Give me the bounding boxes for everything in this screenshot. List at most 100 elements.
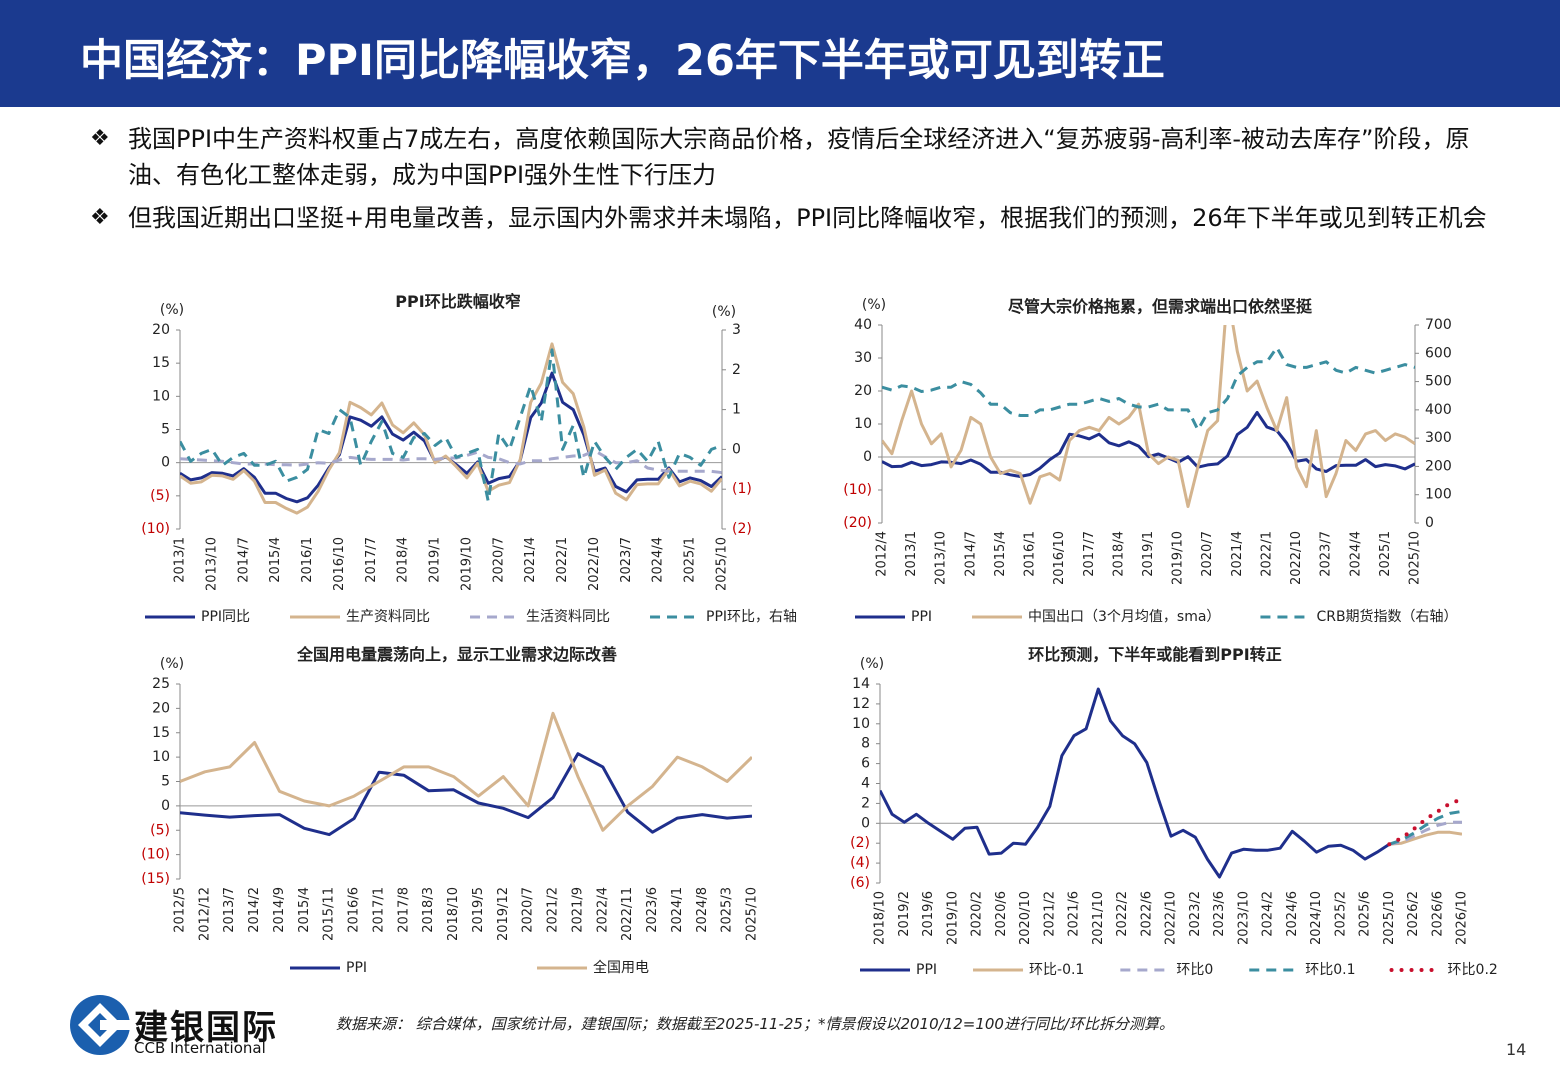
legend-label: 环比0 <box>1176 962 1213 978</box>
x-tick-label: 2017/8 <box>396 887 411 933</box>
legend-label: CRB期货指数（右轴） <box>1316 608 1457 625</box>
x-tick-label: 2015/4 <box>268 537 283 583</box>
legend-label: PPI环比，右轴 <box>706 609 797 625</box>
x-tick-label: 2019/2 <box>897 891 912 937</box>
legend-label: 生产资料同比 <box>346 609 430 625</box>
x-tick-label: 2014/7 <box>963 531 978 577</box>
x-tick-label: 2016/1 <box>300 537 315 583</box>
y-axis-label: (%) <box>160 302 184 318</box>
y-tick-label: 0 <box>863 449 872 465</box>
x-tick-label: 2025/10 <box>745 887 760 941</box>
y-tick-label: 15 <box>152 725 170 741</box>
y-tick-label: 8 <box>861 736 870 752</box>
series-line <box>180 348 722 503</box>
y-tick-label: 25 <box>152 676 170 692</box>
y2-tick-label: 700 <box>1425 317 1452 333</box>
legend-label: PPI同比 <box>201 609 250 625</box>
x-tick-label: 2020/7 <box>491 537 506 583</box>
x-tick-label: 2020/6 <box>994 891 1009 937</box>
y-tick-label: 10 <box>152 749 170 765</box>
x-tick-label: 2025/10 <box>715 537 730 591</box>
legend-label: 环比0.2 <box>1448 962 1498 978</box>
y-tick-label: (4) <box>850 855 870 871</box>
y-tick-label: 2 <box>861 795 870 811</box>
y-tick-label: (5) <box>150 822 170 838</box>
series-line <box>882 410 1415 478</box>
x-tick-label: 2014/2 <box>247 887 262 933</box>
x-tick-label: 2024/6 <box>1285 891 1300 937</box>
x-tick-label: 2024/1 <box>670 887 685 933</box>
x-tick-label: 2021/9 <box>570 887 585 933</box>
legend-label: 环比-0.1 <box>1029 962 1084 978</box>
slide-title: 中国经济：PPI同比降幅收窄，26年下半年或可见到转正 <box>80 36 1165 86</box>
chart: 尽管大宗价格拖累，但需求端出口依然坚挺(20)(10)0102030400100… <box>843 297 1457 625</box>
logo-mark <box>70 995 132 1055</box>
x-tick-label: 2015/4 <box>297 887 312 933</box>
legend-label: 中国出口（3个月均值，sma） <box>1028 609 1220 625</box>
y2-tick-label: 0 <box>1425 515 1434 531</box>
x-tick-label: 2025/3 <box>720 887 735 933</box>
series-line <box>1388 809 1462 846</box>
y-tick-label: (10) <box>141 521 170 537</box>
x-tick-label: 2025/6 <box>1358 891 1373 937</box>
y-tick-label: 40 <box>854 317 872 333</box>
legend-label: PPI <box>911 609 932 625</box>
chart-title: 环比预测，下半年或能看到PPI转正 <box>1028 645 1281 664</box>
chart: 全国用电量震荡向上，显示工业需求边际改善(15)(10)(5)051015202… <box>141 645 759 976</box>
x-tick-label: 2019/12 <box>496 887 511 941</box>
chart: 环比预测，下半年或能看到PPI转正 (6) (4) (2) 0 2 4 6 8 10 12 14 (%)… <box>850 645 1498 978</box>
y-tick-label: 15 <box>152 355 170 371</box>
x-tick-label: 2021/2 <box>546 887 561 933</box>
y-tick-label: 6 <box>861 756 870 772</box>
x-tick-label: 2013/7 <box>222 887 237 933</box>
y2-tick-label: 1 <box>732 402 741 418</box>
y-tick-label: (2) <box>850 835 870 851</box>
x-tick-label: 2018/10 <box>873 891 888 945</box>
series-line <box>180 371 722 504</box>
x-tick-label: 2022/10 <box>1164 891 1179 945</box>
x-tick-label: 2020/2 <box>970 891 985 937</box>
x-tick-label: 2022/6 <box>1139 891 1154 937</box>
y2-tick-label: 200 <box>1425 458 1452 474</box>
x-tick-label: 2022/1 <box>1259 531 1274 577</box>
x-tick-label: 2025/10 <box>1408 531 1423 585</box>
x-tick-label: 2021/2 <box>1042 891 1057 937</box>
x-tick-label: 2019/6 <box>921 891 936 937</box>
x-tick-label: 2020/7 <box>521 887 536 933</box>
x-tick-label: 2019/1 <box>1141 531 1156 577</box>
x-tick-label: 2012/4 <box>875 531 890 577</box>
x-tick-label: 2015/11 <box>322 887 337 941</box>
series-line <box>180 752 752 837</box>
bullet-mark: ❖ <box>90 126 110 151</box>
bullet: ❖ 但我国近期出口坚挺+用电量改善，显示国内外需求并未塌陷，PPI同比降幅收窄，根… <box>90 200 1510 236</box>
y2-tick-label: (1) <box>732 481 752 497</box>
x-tick-label: 2022/1 <box>555 537 570 583</box>
y-tick-label: (10) <box>141 847 170 863</box>
bullet: ❖ 我国PPI中生产资料权重占7成左右，高度依赖国际大宗商品价格，疫情后全球经济进… <box>90 121 1510 193</box>
bullet-mark: ❖ <box>90 205 110 230</box>
legend-label: 生活资料同比 <box>526 609 610 625</box>
x-tick-label: 2026/10 <box>1455 891 1470 945</box>
x-tick-label: 2022/10 <box>1289 531 1304 585</box>
bullet-text: 但我国近期出口坚挺+用电量改善，显示国内外需求并未塌陷，PPI同比降幅收窄，根据… <box>128 204 1487 232</box>
x-tick-label: 2017/7 <box>1082 531 1097 577</box>
series-line <box>180 342 722 515</box>
x-tick-label: 2015/4 <box>993 531 1008 577</box>
y-tick-label: 5 <box>161 422 170 438</box>
y-tick-label: 4 <box>861 776 870 792</box>
y-tick-label: 5 <box>161 774 170 790</box>
x-tick-label: 2023/6 <box>645 887 660 933</box>
x-tick-label: 2019/10 <box>459 537 474 591</box>
y2-tick-label: (2) <box>732 521 752 537</box>
y2-tick-label: 300 <box>1425 430 1452 446</box>
x-tick-label: 2020/10 <box>1018 891 1033 945</box>
x-tick-label: 2014/7 <box>236 537 251 583</box>
x-tick-label: 2018/3 <box>421 887 436 933</box>
y-tick-label: 10 <box>854 416 872 432</box>
x-tick-label: 2024/4 <box>651 537 666 583</box>
series-line <box>1389 830 1462 846</box>
y-tick-label: 10 <box>852 716 870 732</box>
y-tick-label: (6) <box>850 875 870 891</box>
y2-tick-label: 600 <box>1425 345 1452 361</box>
